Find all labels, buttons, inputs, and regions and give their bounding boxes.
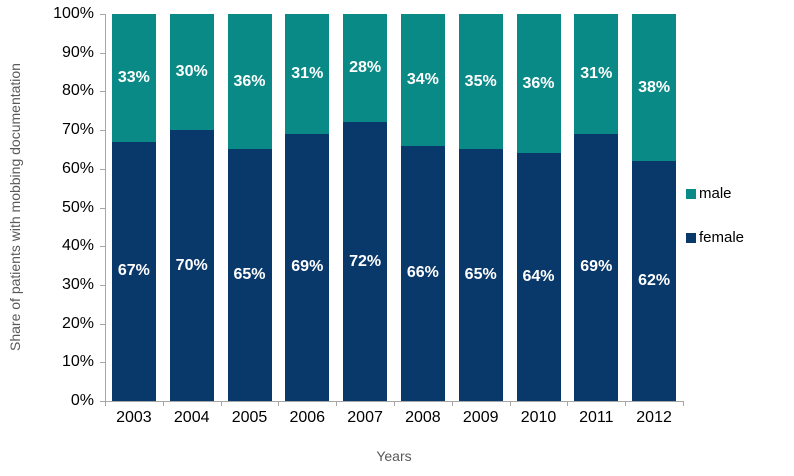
y-tick-label: 20% [61,314,94,332]
bar-segment-male [285,14,330,134]
bar-segment-female [632,161,677,401]
x-axis-tick [451,402,453,406]
data-label-female: 66% [406,264,439,282]
y-tick-label: 90% [61,43,94,61]
y-axis-tick [100,14,105,15]
x-tick-label: 2006 [289,409,326,426]
x-tick-label: 2004 [173,409,210,426]
data-label-male: 30% [175,63,208,81]
bar-segment-male [227,14,272,150]
data-label-female: 65% [464,266,497,284]
data-label-male: 31% [580,64,613,82]
y-axis-tick [100,130,105,132]
legend: male female [686,185,744,273]
data-label-female: 67% [117,262,150,280]
legend-item-female: female [686,229,744,247]
y-tick-label: 80% [61,82,94,100]
data-label-female: 65% [233,266,266,284]
data-label-female: 64% [522,268,555,286]
legend-label: female [699,229,745,246]
y-axis-line [105,14,106,402]
bar-segment-female [169,130,214,401]
data-label-male: 34% [406,70,439,88]
data-label-male: 36% [233,72,266,90]
y-axis-tick [100,168,105,170]
data-label-female: 72% [349,252,382,270]
data-label-male: 35% [464,72,497,90]
x-axis-tick [509,402,511,406]
y-tick-label: 0% [70,392,94,409]
bar-segment-male [169,14,214,131]
y-axis-tick [100,284,105,286]
bar-segment-male [516,14,561,154]
x-tick-label: 2010 [520,409,557,426]
bar-segment-female [516,153,561,401]
data-label-male: 31% [291,64,324,82]
bar-segment-female [285,133,330,401]
x-axis-tick [220,402,222,406]
x-axis-tick [278,402,280,406]
data-label-male: 36% [522,74,555,92]
x-axis-tick [394,402,395,406]
y-axis-tick [100,91,105,93]
bar-segment-male [632,14,677,162]
bar-segment-male [458,14,503,150]
y-tick-label: 40% [61,237,94,255]
bar-segment-female [574,133,619,401]
y-tick-label: 30% [61,275,94,293]
y-tick-label: 60% [61,159,94,177]
x-tick-label: 2011 [579,409,614,426]
x-axis-line [105,401,684,402]
y-axis-tick [100,401,105,402]
legend-label: male [699,185,732,202]
data-label-female: 62% [638,272,671,290]
y-tick-label: 50% [61,198,94,216]
x-tick-label: 2005 [231,409,268,426]
data-label-female: 69% [580,258,613,276]
x-tick-label: 2003 [116,409,152,426]
x-tick-label: 2007 [347,409,383,426]
x-tick-label: 2008 [405,409,441,426]
data-label-male: 28% [349,59,382,77]
x-axis-title: Years [376,448,412,464]
legend-swatch-icon [686,233,696,243]
x-axis-tick [567,402,569,406]
x-axis-tick [336,402,338,406]
bar-segment-female [458,149,503,401]
bar-segment-female [400,145,445,401]
data-label-male: 38% [638,78,671,96]
x-axis-tick [162,402,164,406]
x-axis-tick [625,402,627,406]
y-axis-tick [100,323,105,325]
legend-item-male: male [686,185,744,203]
x-tick-label: 2009 [462,409,499,426]
data-label-female: 69% [291,258,324,276]
x-axis-tick [683,402,684,406]
data-label-male: 33% [117,68,150,86]
y-tick-label: 10% [61,353,94,371]
bar-segment-female [227,149,272,401]
bar-segment-male [400,14,445,146]
y-axis-tick [100,246,105,248]
bar-segment-male [111,14,156,142]
bar-segment-male [343,14,388,123]
bar-segment-male [574,14,619,134]
y-axis-tick [100,207,105,209]
x-axis-tick [105,402,106,406]
y-axis-tick [100,362,105,364]
data-label-female: 70% [175,256,208,274]
legend-swatch-icon [686,189,696,199]
x-tick-label: 2012 [636,409,672,426]
y-tick-label: 70% [61,121,94,139]
y-tick-label: 100% [53,5,94,22]
bar-segment-female [343,122,388,401]
bar-segment-female [111,141,156,401]
y-axis-tick [100,52,105,54]
